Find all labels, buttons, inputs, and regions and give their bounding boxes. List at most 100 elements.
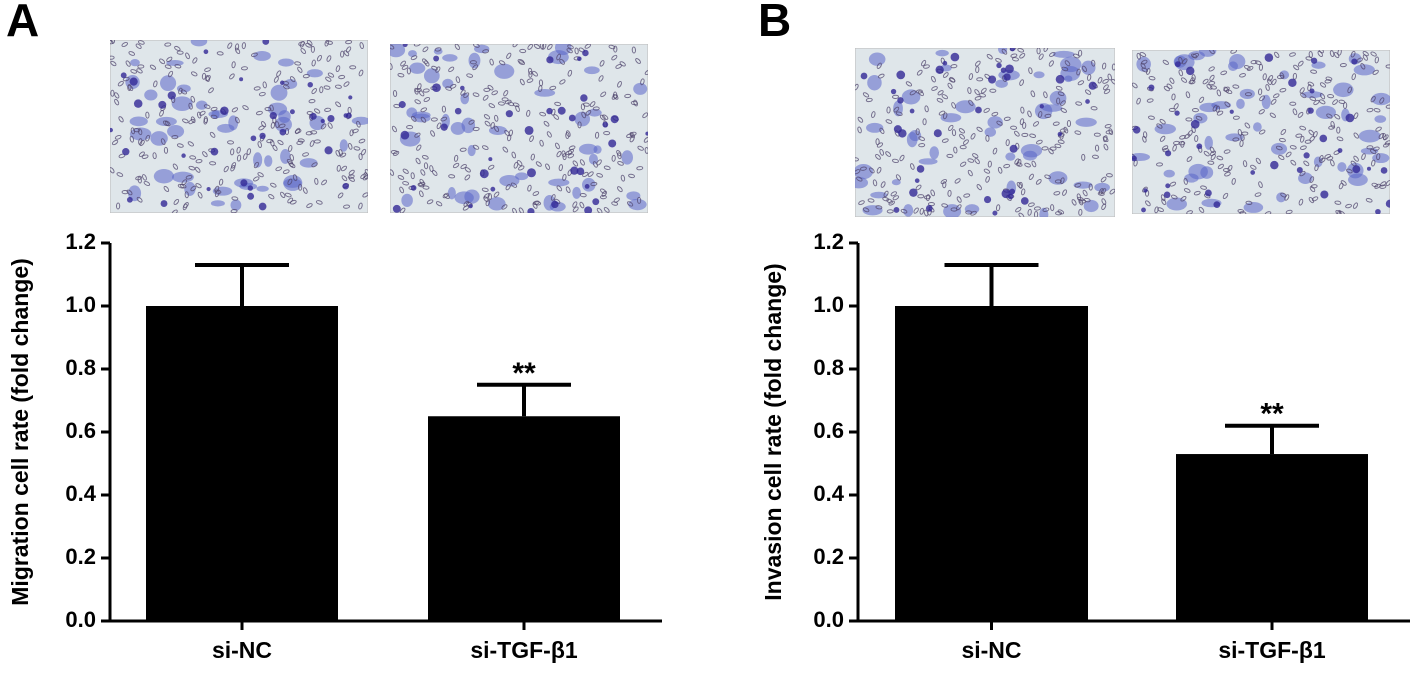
pore [197,191,203,199]
pore [1327,94,1335,99]
cell-body [855,177,869,189]
nucleus [893,125,902,134]
x-tick-label: si-TGF-β1 [470,637,578,663]
y-tick-label: 0.2 [813,544,844,569]
nucleus [1337,148,1343,153]
pore [565,130,571,137]
pore [326,40,333,45]
pore [323,85,331,90]
pore [872,179,878,187]
cell-body [870,191,888,199]
pore [885,151,892,157]
pore [460,164,467,170]
pore [1307,81,1315,87]
pore [506,52,512,60]
pore [568,145,576,151]
pore [1036,139,1043,145]
pore [1222,192,1229,200]
pore [399,186,405,194]
nucleus [582,49,589,57]
cell-body [130,59,140,67]
cell-body [264,155,273,167]
pore [289,199,297,205]
nucleus [490,186,496,192]
pore [1019,118,1025,126]
pore [242,105,249,111]
pore [1376,153,1381,161]
pore [1015,207,1022,213]
cell-body [1199,102,1220,113]
y-axis-label: Invasion cell rate (fold change) [760,263,786,600]
cell-body [1166,197,1188,211]
pore [204,67,211,72]
pore [257,141,262,148]
pore [1200,185,1208,190]
pore [968,99,974,106]
nucleus [524,125,534,135]
pore [1274,51,1280,58]
cell-body [176,84,191,93]
pore [1223,86,1230,92]
pore [857,116,864,123]
nucleus [1009,144,1018,153]
pore [1145,68,1151,75]
pore [190,185,197,192]
pore [121,190,129,195]
pore [464,174,471,181]
pore [1370,96,1376,103]
pore [876,62,882,69]
pore [236,146,241,154]
pore [358,69,364,77]
cell-body [256,185,269,192]
cell-body [1204,135,1213,150]
y-axis-label: Migration cell rate (fold change) [7,258,33,606]
pore [891,94,899,99]
pore [959,145,967,150]
pore [1312,131,1318,138]
pore [572,206,579,213]
pore [987,160,992,168]
nucleus [1309,88,1315,94]
pore [636,166,644,171]
pore [1299,87,1305,94]
cell-body [153,169,175,184]
cell-body [1184,173,1199,183]
pore [931,86,938,91]
cell-body [210,200,225,207]
pore [173,198,180,205]
pore [1225,89,1233,95]
pore [422,46,429,53]
cell-body [411,111,431,119]
pore [473,44,480,48]
pore [554,101,562,107]
cell-body [548,178,570,187]
pore [445,86,453,91]
pore [918,90,925,97]
pore [391,125,397,133]
nucleus [942,60,948,66]
pore [190,116,196,124]
cell-body [1253,122,1262,132]
pore [1334,113,1341,120]
pore [629,135,635,143]
pore [463,92,470,99]
pore [603,131,611,136]
pore [195,159,203,164]
cell-body [1270,142,1288,155]
pore [485,199,491,207]
nucleus [1005,64,1014,74]
pore [1056,97,1061,105]
pore [882,196,890,202]
bar [1176,454,1368,621]
pore [490,122,495,129]
pore [1373,108,1381,113]
pore [1334,200,1342,205]
pore [358,138,366,144]
nucleus [1303,152,1310,159]
nucleus [247,185,254,191]
pore [194,166,201,173]
pore [210,114,218,120]
nucleus [1185,66,1195,76]
error-bar [477,382,571,417]
error-bar [944,263,1039,306]
